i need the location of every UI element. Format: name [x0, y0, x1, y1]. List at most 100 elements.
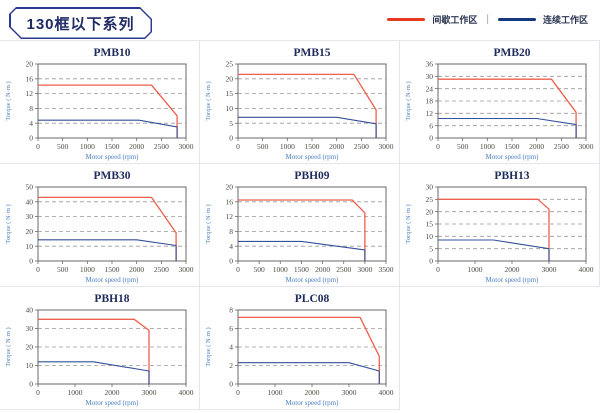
- x-tick-label: 500: [254, 265, 266, 274]
- x-tick-label: 500: [57, 142, 69, 151]
- chart-PLC08: PLC08 0 1000 2000 3000 4000 0 2 4 6 8 Motor speed (…: [205, 293, 394, 407]
- x-axis-label: Motor speed (rpm): [86, 276, 140, 284]
- x-tick-label: 1000: [273, 265, 288, 274]
- series-连续工作区: [438, 117, 577, 138]
- plot-border: [37, 186, 187, 262]
- y-tick-label: 10: [226, 104, 234, 113]
- series-连续工作区: [38, 239, 177, 261]
- series-title-chip: 130框以下系列: [9, 7, 152, 39]
- y-tick-label: 15: [426, 220, 434, 229]
- x-tick-label: 3000: [357, 265, 372, 274]
- y-axis-label: Torque ( N·m ): [205, 204, 212, 243]
- y-tick-label: 0: [29, 380, 33, 389]
- x-tick-label: 4000: [579, 265, 594, 274]
- y-tick-label: 8: [229, 227, 233, 236]
- x-tick-label: 2000: [105, 388, 120, 397]
- y-tick-label: 0: [229, 380, 233, 389]
- y-tick-label: 4: [229, 242, 233, 251]
- chart-cell-PBH18: PBH18 0 1000 2000 3000 4000 0 10 20 30 40 Motor spe…: [0, 287, 200, 410]
- x-tick-label: 1000: [468, 265, 483, 274]
- y-tick-label: 12: [426, 109, 434, 118]
- chart-title: PMB15: [293, 47, 330, 59]
- x-axis-label: Motor speed (rpm): [86, 153, 140, 161]
- x-tick-label: 2000: [315, 265, 330, 274]
- y-tick-label: 25: [226, 60, 234, 69]
- y-tick-label: 0: [229, 257, 233, 266]
- x-tick-label: 1500: [294, 265, 309, 274]
- y-tick-label: 5: [429, 244, 433, 253]
- chart-cell-PMB30: PMB30 0 500 1000 1500 2000 2500 3000 0 10 20 30 40 50…: [0, 164, 200, 287]
- series-连续工作区: [38, 361, 150, 384]
- x-tick-label: 2000: [329, 142, 344, 151]
- x-tick-label: 1000: [80, 142, 95, 151]
- y-tick-label: 20: [426, 207, 434, 216]
- y-axis-label: Torque ( N·m ): [5, 81, 12, 120]
- y-tick-label: 0: [429, 134, 433, 143]
- y-axis-label: Torque ( N·m ): [405, 204, 412, 243]
- y-tick-label: 16: [26, 74, 34, 83]
- chart-title: PBH18: [94, 293, 129, 305]
- chart-PMB15: PMB15 0 500 1000 1500 2000 2500 3000 0 5 10 15 20 25 M…: [205, 47, 394, 161]
- y-tick-label: 12: [26, 89, 34, 98]
- y-tick-label: 16: [226, 197, 234, 206]
- y-axis-label: Torque ( N·m ): [205, 81, 212, 120]
- y-tick-label: 15: [226, 89, 234, 98]
- y-tick-label: 18: [426, 97, 434, 106]
- y-axis-label: Torque ( N·m ): [405, 81, 412, 120]
- plot-border: [237, 63, 387, 139]
- x-tick-label: 3500: [379, 265, 394, 274]
- chart-title: PMB20: [493, 47, 530, 59]
- y-tick-label: 30: [426, 72, 434, 81]
- x-axis-label: Motor speed (rpm): [486, 153, 540, 161]
- x-tick-label: 0: [36, 265, 40, 274]
- x-tick-label: 1000: [280, 142, 295, 151]
- series-间歇工作区: [438, 198, 550, 261]
- chart-title: PMB30: [93, 170, 130, 182]
- y-axis-label: Torque ( N·m ): [5, 327, 12, 366]
- intermittent-zone-label: 间歇工作区: [432, 15, 478, 25]
- chart-cell-PMB20: PMB20 0 500 1000 1500 2000 2500 3000 0 6 12 18 24 30 3…: [400, 41, 600, 164]
- x-tick-label: 2000: [305, 388, 320, 397]
- chart-title: PMB10: [93, 47, 130, 59]
- x-tick-label: 2500: [554, 142, 569, 151]
- x-tick-label: 0: [236, 142, 240, 151]
- x-tick-label: 2000: [129, 142, 144, 151]
- continuous-zone-line-swatch: [497, 18, 536, 21]
- x-tick-label: 1500: [505, 142, 520, 151]
- x-tick-label: 0: [36, 142, 40, 151]
- y-tick-label: 12: [226, 212, 234, 221]
- empty-cell: [400, 287, 600, 410]
- series-间歇工作区: [38, 318, 150, 384]
- chart-cell-PMB10: PMB10 0 500 1000 1500 2000 2500 3000 0 4 8 12 16 20 Mo…: [0, 41, 200, 164]
- x-tick-label: 500: [257, 142, 269, 151]
- y-tick-label: 30: [26, 212, 34, 221]
- chart-PBH13: PBH13 0 1000 2000 3000 4000 0 5 10 15 20 25 30 Motor …: [405, 170, 594, 284]
- x-tick-label: 2500: [336, 265, 351, 274]
- chart-PBH09: PBH09 0 500 1000 1500 2000 2500 3000 3500 0 4 8 12 16…: [205, 170, 394, 284]
- y-tick-label: 20: [26, 60, 34, 69]
- y-tick-label: 20: [226, 74, 234, 83]
- x-tick-label: 1000: [268, 388, 283, 397]
- x-tick-label: 0: [236, 388, 240, 397]
- intermittent-zone-line-swatch: [387, 18, 426, 21]
- chart-cell-PLC08: PLC08 0 1000 2000 3000 4000 0 2 4 6 8 Motor speed (…: [200, 287, 400, 410]
- x-axis-label: Motor speed (rpm): [486, 276, 540, 284]
- y-tick-label: 8: [229, 306, 233, 315]
- x-axis-label: Motor speed (rpm): [86, 399, 140, 407]
- y-tick-label: 40: [26, 306, 34, 315]
- x-tick-label: 1000: [68, 388, 83, 397]
- y-axis-label: Torque ( N·m ): [5, 204, 12, 243]
- y-tick-label: 4: [29, 119, 33, 128]
- x-tick-label: 2000: [529, 142, 544, 151]
- x-tick-label: 3000: [179, 142, 194, 151]
- x-axis-label: Motor speed (rpm): [286, 399, 340, 407]
- plot-border: [237, 186, 387, 262]
- legend-separator: |: [486, 14, 489, 25]
- x-tick-label: 1000: [480, 142, 495, 151]
- x-tick-label: 0: [36, 388, 40, 397]
- x-tick-label: 3000: [142, 388, 157, 397]
- chart-cell-PMB15: PMB15 0 500 1000 1500 2000 2500 3000 0 5 10 15 20 25 M…: [200, 41, 400, 164]
- x-tick-label: 1000: [80, 265, 95, 274]
- x-tick-label: 0: [436, 265, 440, 274]
- chart-PMB10: PMB10 0 500 1000 1500 2000 2500 3000 0 4 8 12 16 20 Mo…: [5, 47, 194, 161]
